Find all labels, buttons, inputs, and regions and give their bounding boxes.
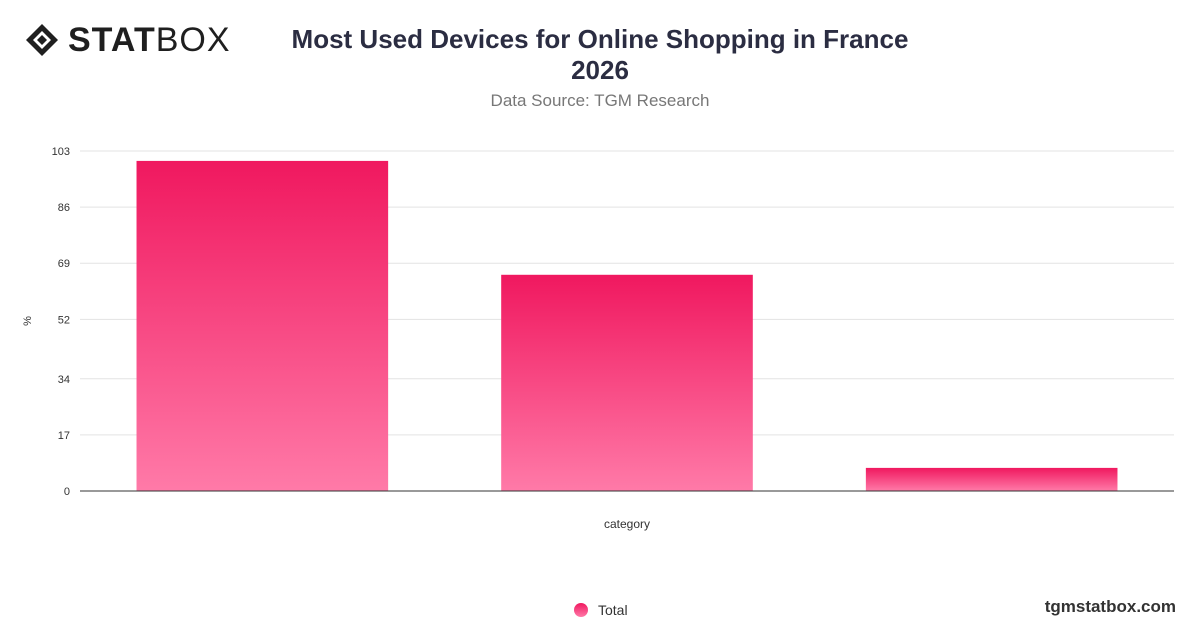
y-tick-label: 69 <box>58 258 70 270</box>
chart-title-line2: 2026 <box>571 55 629 85</box>
chart-title-line1: Most Used Devices for Online Shopping in… <box>291 24 909 54</box>
bar[interactable] <box>136 160 389 492</box>
logo-wordmark: STATBOX <box>68 21 231 59</box>
diamond-logo-icon <box>26 24 58 56</box>
y-axis-title: % <box>22 316 34 326</box>
chart-title: Most Used Devices for Online Shopping in… <box>200 24 1000 86</box>
legend-label: Total <box>598 602 628 618</box>
y-tick-label: 17 <box>58 430 70 442</box>
brand-url: tgmstatbox.com <box>1044 597 1176 616</box>
y-tick-label: 86 <box>58 202 70 214</box>
bar[interactable] <box>865 467 1118 491</box>
bar[interactable] <box>501 274 753 491</box>
legend-marker-icon <box>574 603 588 617</box>
x-axis-title: category <box>604 517 650 531</box>
chart-subtitle: Data Source: TGM Research <box>490 91 710 110</box>
legend[interactable]: Total <box>574 602 628 618</box>
y-tick-label: 52 <box>58 314 70 326</box>
y-tick-label: 103 <box>52 146 70 158</box>
statbox-logo: STATBOX <box>24 22 231 58</box>
y-tick-label: 0 <box>64 486 70 498</box>
y-tick-label: 34 <box>58 374 70 386</box>
